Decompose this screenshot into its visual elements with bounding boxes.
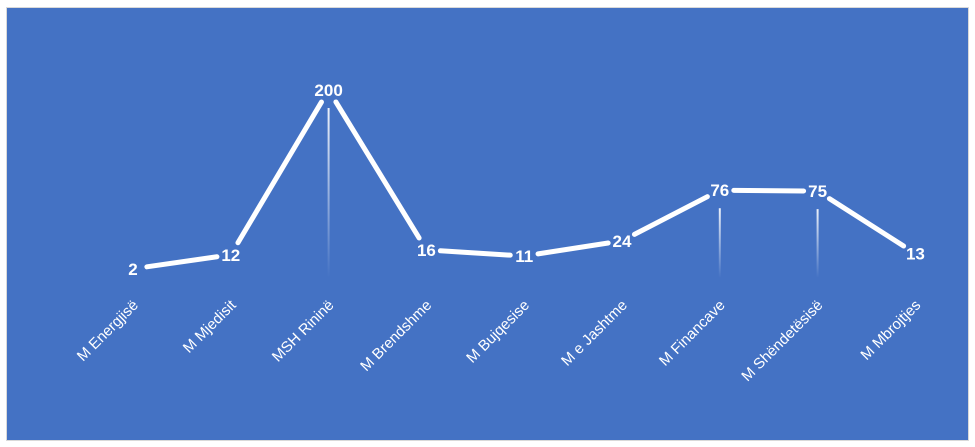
chart-area: 2 12 200 16 11 24 76 75 13 M Energjisë M Mjedisit… [6, 7, 969, 441]
series-line [144, 99, 907, 270]
category-label-4: M Brendshme [357, 297, 435, 375]
data-label-6: 24 [613, 232, 632, 251]
data-label-4: 16 [417, 241, 436, 260]
category-label-3: MSH Rininë [269, 297, 338, 366]
line-segment-5 [535, 240, 611, 257]
line-segment-8 [826, 196, 907, 249]
drop-line-3 [327, 108, 330, 278]
category-axis-labels: M Energjisë M Mjedisit MSH Rininë M Brendsh… [74, 296, 924, 385]
drop-line-8 [816, 209, 819, 278]
category-label-9: M Mbrojtjes [857, 297, 924, 364]
category-label-2: M Mjedisit [180, 296, 240, 356]
line-segment-7 [731, 187, 807, 194]
data-label-5: 11 [515, 247, 533, 266]
category-label-8: M Shëndetësisë [738, 297, 826, 385]
drop-lines [327, 108, 819, 278]
line-segment-6 [631, 194, 710, 237]
data-label-9: 13 [906, 245, 925, 264]
line-segment-2 [235, 99, 324, 246]
data-label-8: 75 [808, 182, 827, 201]
line-chart: 2 12 200 16 11 24 76 75 13 M Energjisë M Mjedisit… [74, 81, 925, 385]
drop-line-7 [718, 208, 721, 278]
category-label-1: M Energjisë [74, 297, 142, 365]
line-segment-3 [333, 99, 422, 241]
line-segment-1 [144, 254, 220, 270]
category-label-5: M Bujqesise [463, 297, 533, 367]
data-label-2: 12 [221, 246, 240, 265]
category-label-6: M e Jashtme [558, 297, 631, 370]
data-label-3: 200 [314, 81, 342, 100]
data-labels: 2 12 200 16 11 24 76 75 13 [128, 81, 925, 279]
data-label-1: 2 [128, 260, 137, 279]
category-label-7: M Financave [656, 297, 729, 370]
line-segment-4 [437, 248, 513, 258]
data-label-7: 76 [710, 181, 729, 200]
